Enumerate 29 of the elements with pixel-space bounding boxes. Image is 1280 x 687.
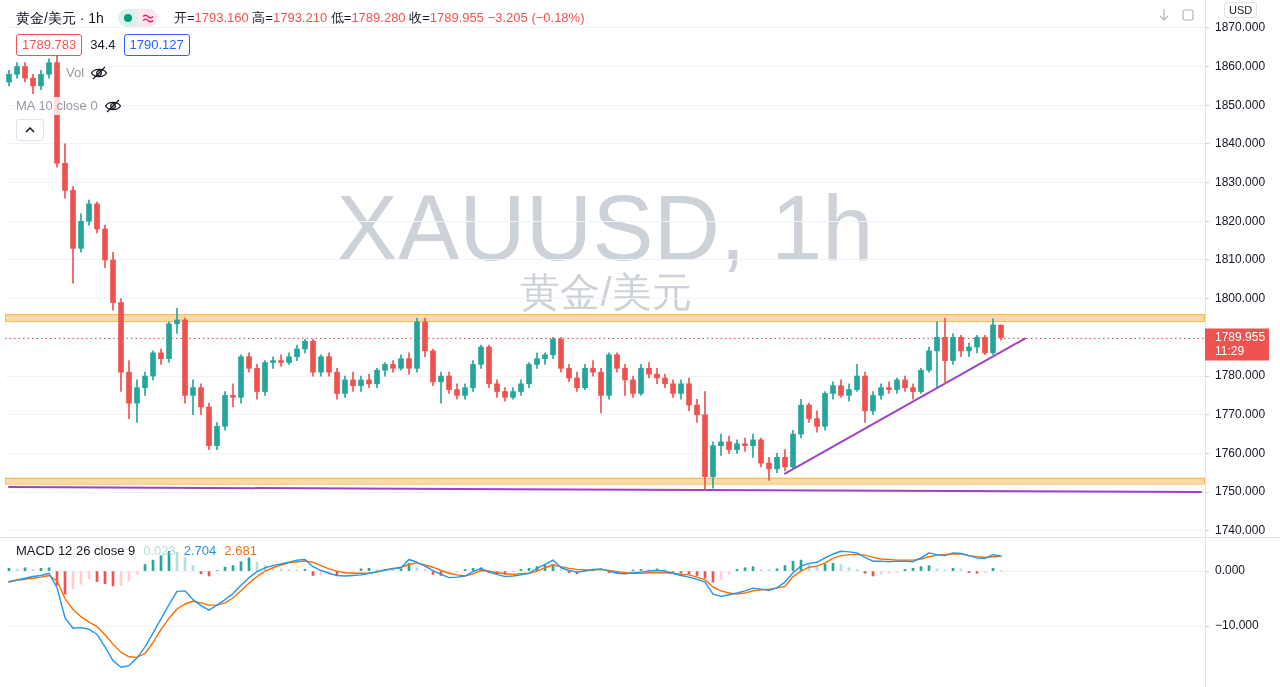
text: 开=1793.160 高=1793.210 低=1789.280 收=1789.955 −3.205 (−0.18%) <box>173 10 585 25</box>
annotation: Vol <box>66 65 85 81</box>
annotation: 34.4 <box>90 37 116 53</box>
y-tick-label: 1810.000 <box>1215 252 1266 267</box>
annotation: 1790.127 <box>123 34 190 56</box>
text: MACD 12 26 close 9 <box>16 543 136 559</box>
annotation: 0.023 <box>143 543 176 559</box>
annotation: MA 10 close 0 <box>16 98 98 114</box>
y-tick-label: 1840.000 <box>1215 136 1266 151</box>
y-tick-label: 1850.000 <box>1215 97 1266 112</box>
y-tick-label: 1800.000 <box>1215 290 1266 305</box>
y-tick-label: 1860.000 <box>1215 58 1266 73</box>
y-axis-title: USD <box>1224 2 1258 18</box>
y-tick-label: −10.000 <box>1215 618 1260 633</box>
annotation: 2.681 <box>224 543 257 559</box>
y-tick-label: 1830.000 <box>1215 174 1266 189</box>
y-tick-label: 1770.000 <box>1215 407 1266 422</box>
ref-line-label: 1789.955 <box>1215 329 1266 344</box>
y-tick-label: 1820.000 <box>1215 213 1266 228</box>
y-tick-label: 1750.000 <box>1215 484 1266 499</box>
annotation: 2.704 <box>183 543 217 559</box>
y-tick-label: 1870.000 <box>1215 20 1266 35</box>
y-tick-label: 1780.000 <box>1215 368 1266 383</box>
y-tick-label: 1740.000 <box>1215 523 1266 538</box>
text: 黄金/美元 · 1h <box>16 10 104 26</box>
y-tick-label: 1760.000 <box>1215 445 1266 460</box>
text: 11:29 <box>1215 343 1245 358</box>
annotation: 1789.783 <box>16 34 83 56</box>
y-tick-label: 0.000 <box>1215 563 1246 578</box>
